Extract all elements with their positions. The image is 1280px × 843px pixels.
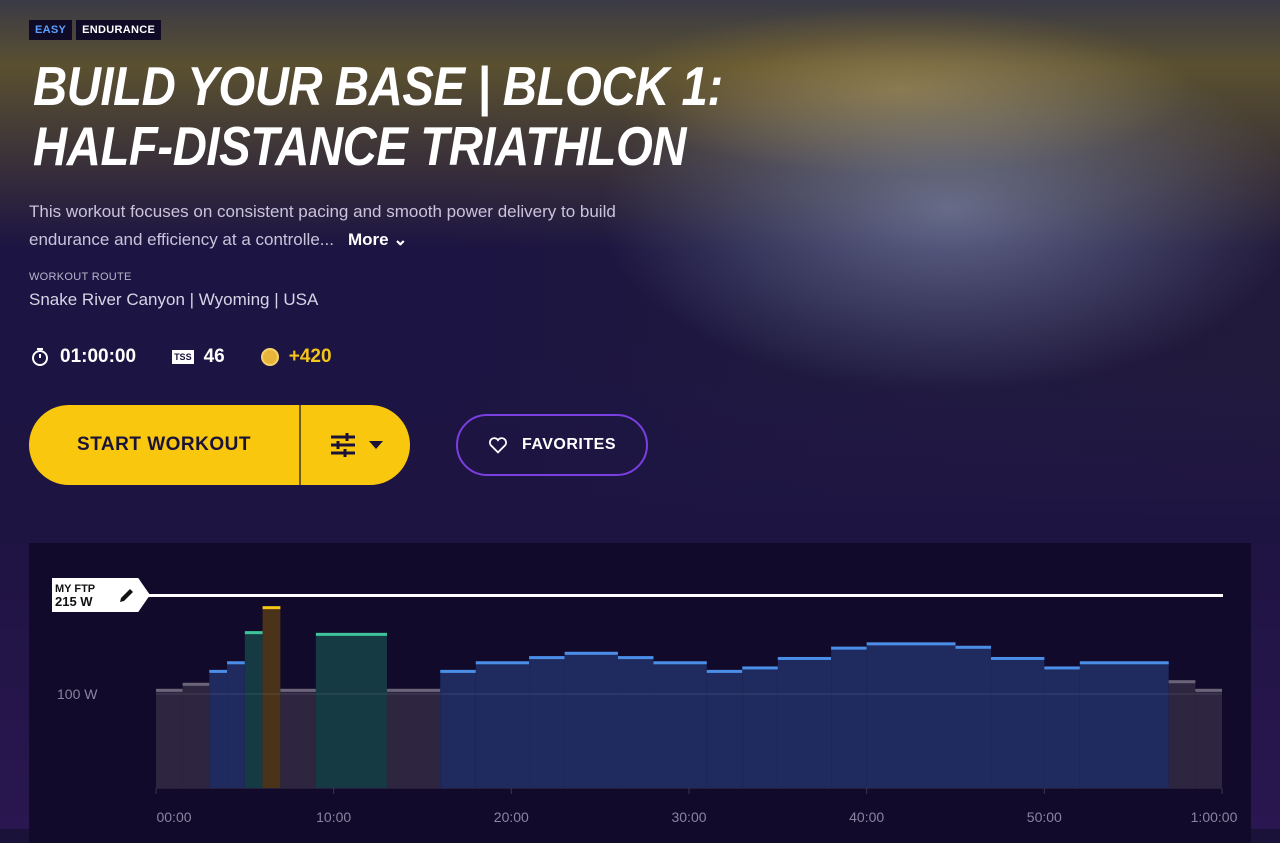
- interval-bar-top: [440, 669, 476, 673]
- ftp-label: MY FTP: [55, 583, 96, 595]
- title-line-2: HALF-DISTANCE TRIATHLON: [33, 115, 687, 177]
- interval-bar-top: [653, 661, 707, 665]
- title-line-1: BUILD YOUR BASE | BLOCK 1:: [33, 55, 723, 117]
- interval-bar-top: [182, 682, 210, 686]
- workout-profile-chart: MY FTP 215 W 100 W 00:00 10:00 20:00 30:00 4…: [29, 543, 1251, 843]
- stopwatch-icon: [32, 348, 48, 366]
- interval-bar: [209, 669, 228, 788]
- start-workout-button[interactable]: START WORKOUT: [77, 434, 251, 455]
- heart-icon: [489, 437, 507, 454]
- interval-bar: [1168, 680, 1196, 788]
- interval-bar-top: [706, 669, 743, 673]
- interval-bar: [156, 688, 183, 788]
- category-badge: ENDURANCE: [76, 20, 162, 40]
- interval-bar-top: [564, 651, 618, 655]
- tags: EASY ENDURANCE: [29, 20, 162, 40]
- interval-bar-top: [831, 646, 867, 650]
- interval-bar-top: [1168, 680, 1196, 684]
- interval-bar: [955, 645, 992, 788]
- tss-icon: TSS: [172, 350, 194, 364]
- x-tick-label: 10:00: [316, 809, 352, 825]
- page-title: BUILD YOUR BASE | BLOCK 1: HALF-DISTANCE …: [33, 56, 723, 176]
- ftp-edit-button[interactable]: MY FTP 215 W: [52, 578, 150, 612]
- x-tick-label: 30:00: [671, 809, 707, 825]
- sliders-icon: [330, 433, 355, 457]
- interval-bar: [475, 661, 530, 788]
- chart-plot: [155, 606, 1223, 794]
- interval-bar: [227, 661, 245, 788]
- interval-bar: [440, 669, 476, 788]
- start-workout-control: START WORKOUT: [29, 405, 410, 485]
- chevron-down-icon: ⌄: [393, 230, 408, 249]
- interval-bar: [244, 631, 263, 788]
- interval-bar-top: [280, 688, 316, 692]
- interval-bar: [777, 656, 832, 788]
- interval-bar-top: [991, 656, 1045, 660]
- interval-bar-top: [209, 669, 228, 673]
- interval-bar: [182, 682, 210, 788]
- interval-bar-top: [386, 688, 441, 692]
- interval-bar: [831, 646, 867, 788]
- pencil-icon: [120, 589, 133, 602]
- coin-icon: [260, 348, 279, 366]
- interval-bar: [653, 661, 707, 788]
- interval-bar-top: [777, 656, 832, 660]
- interval-bar-top: [156, 688, 183, 692]
- interval-bar-top: [742, 666, 778, 670]
- y-reference-label: 100 W: [57, 686, 98, 702]
- interval-bar-top: [1079, 661, 1169, 665]
- interval-bar: [617, 656, 654, 788]
- difficulty-badge: EASY: [29, 20, 73, 40]
- tss-value: 46: [203, 346, 225, 367]
- x-tick-label: 00:00: [156, 809, 192, 825]
- interval-bar-top: [955, 645, 992, 649]
- x-tick-label: 50:00: [1026, 809, 1062, 825]
- route-name: Snake River Canyon | Wyoming | USA: [29, 290, 319, 309]
- interval-bar: [386, 688, 441, 788]
- interval-bar: [1044, 666, 1080, 788]
- ftp-value: 215 W: [55, 594, 93, 609]
- interval-bar-top: [262, 606, 281, 610]
- x-tick-label: 40:00: [849, 809, 885, 825]
- caret-down-icon: [368, 441, 383, 449]
- interval-bar: [991, 656, 1045, 788]
- interval-bar-top: [475, 661, 530, 665]
- description-text: This workout focuses on consistent pacin…: [29, 202, 616, 249]
- interval-bar: [315, 632, 387, 788]
- more-button[interactable]: More ⌄: [348, 230, 408, 249]
- interval-bar-top: [1044, 666, 1080, 670]
- x-tick-label: 20:00: [493, 809, 529, 825]
- more-label: More: [347, 230, 389, 249]
- interval-bar: [866, 642, 956, 788]
- favorites-button[interactable]: FAVORITES: [456, 414, 648, 476]
- interval-bar: [706, 669, 743, 788]
- interval-bar-top: [617, 656, 654, 660]
- interval-bar-top: [227, 661, 245, 665]
- route-label: WORKOUT ROUTE: [29, 271, 132, 283]
- interval-bar-top: [244, 631, 263, 635]
- interval-bar: [564, 651, 618, 788]
- description: This workout focuses on consistent pacin…: [29, 198, 629, 254]
- favorites-label: FAVORITES: [522, 436, 616, 453]
- workout-stats: 01:00:00 TSS 46 +420: [30, 346, 368, 368]
- duration: 01:00:00: [60, 346, 137, 367]
- interval-bar: [1079, 661, 1169, 788]
- workout-options-button[interactable]: [301, 433, 410, 457]
- x-tick-label: 1:00:00: [1190, 809, 1238, 825]
- interval-bar: [262, 606, 281, 788]
- interval-bar: [1195, 688, 1222, 788]
- divider: [299, 405, 301, 485]
- interval-bar: [280, 688, 316, 788]
- interval-bar: [529, 656, 565, 788]
- interval-bar: [742, 666, 778, 788]
- coins-value: +420: [288, 346, 332, 367]
- interval-bar-top: [315, 632, 387, 636]
- interval-bar-top: [529, 656, 565, 660]
- interval-bar-top: [866, 642, 956, 646]
- interval-bar-top: [1195, 688, 1222, 692]
- ftp-line: [147, 594, 1223, 597]
